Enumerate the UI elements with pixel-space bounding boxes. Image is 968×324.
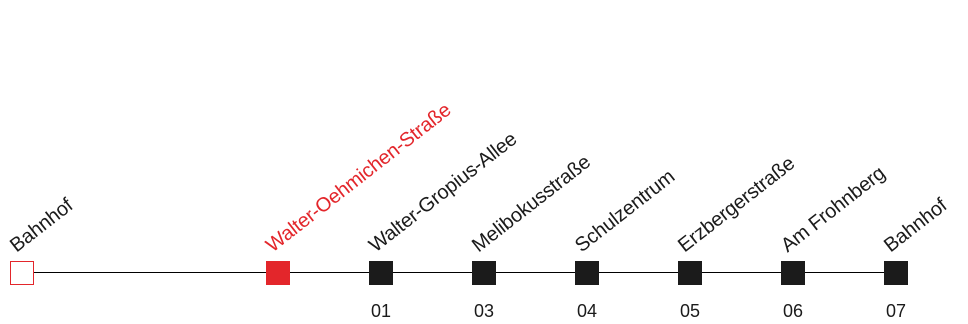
stop-number: 01 bbox=[370, 301, 392, 321]
stop-number: 07 bbox=[885, 301, 907, 321]
stop-marker bbox=[369, 261, 393, 285]
stop-number: 06 bbox=[782, 301, 804, 321]
stop-name: Bahnhof bbox=[880, 194, 952, 257]
stop-marker bbox=[10, 261, 34, 285]
stop-marker bbox=[678, 261, 702, 285]
stop-marker bbox=[781, 261, 805, 285]
stop-name: Am Frohnberg bbox=[777, 162, 890, 257]
stop-marker bbox=[472, 261, 496, 285]
stop-marker bbox=[575, 261, 599, 285]
stop-number: 05 bbox=[679, 301, 701, 321]
stop-name: Bahnhof bbox=[6, 194, 78, 257]
stop-name: Schulzentrum bbox=[571, 165, 680, 257]
stop-marker bbox=[266, 261, 290, 285]
stop-name: Walter-Oehmichen-Straße bbox=[262, 99, 456, 257]
stop-number: 03 bbox=[473, 301, 495, 321]
route-line bbox=[22, 272, 896, 273]
stop-number: 04 bbox=[576, 301, 598, 321]
stop-marker bbox=[884, 261, 908, 285]
